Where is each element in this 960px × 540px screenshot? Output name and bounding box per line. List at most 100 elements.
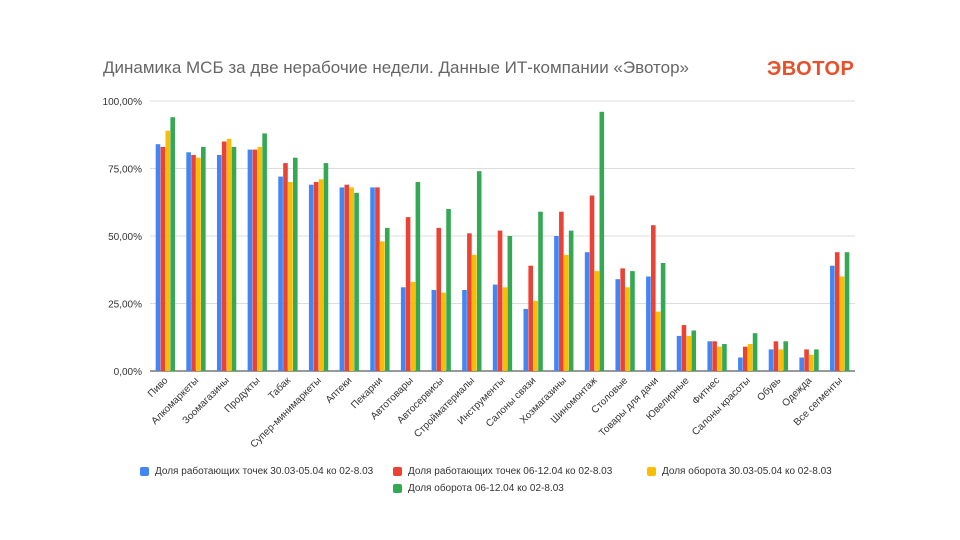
bar [768, 349, 774, 371]
bar [599, 111, 605, 372]
bar [165, 130, 171, 371]
bar [554, 236, 559, 371]
bar [528, 265, 533, 371]
bar [262, 133, 267, 371]
x-tick-label: Салоны красоты [690, 375, 753, 438]
bar [568, 230, 574, 371]
bar [288, 182, 293, 371]
bar [191, 155, 196, 371]
bar [231, 146, 237, 371]
bar [196, 157, 201, 371]
bar [747, 344, 753, 371]
legend-item: Доля оборота 30.03-05.04 ко 02-8.03 [647, 466, 832, 477]
legend-swatch [140, 467, 149, 476]
bar [752, 333, 758, 371]
legend-item: Доля работающих точек 30.03-05.04 ко 02-… [140, 466, 373, 477]
bar [318, 179, 324, 371]
bar [804, 349, 809, 371]
bar [717, 346, 722, 371]
bar [344, 184, 350, 371]
legend-label: Доля работающих точек 30.03-05.04 ко 02-… [155, 466, 374, 477]
bar [563, 254, 569, 371]
bar [339, 187, 345, 371]
bar [252, 149, 258, 371]
bar [615, 279, 621, 371]
bar [410, 281, 416, 371]
bar [773, 341, 779, 371]
bar [201, 146, 206, 371]
bar [834, 252, 840, 371]
legend-label: Доля оборота 06-12.04 ко 02-8.03 [408, 483, 564, 494]
bar [384, 227, 390, 371]
bar [380, 241, 385, 371]
bar [584, 252, 590, 371]
chart-title: Динамика МСБ за две нерабочие недели. Да… [103, 58, 689, 77]
bar [292, 157, 298, 371]
bar [830, 265, 835, 371]
bar [681, 325, 687, 371]
bar [799, 357, 804, 371]
bar [160, 146, 166, 371]
bar [467, 233, 472, 371]
bar [405, 217, 411, 371]
x-tick-label: Обувь [755, 375, 784, 404]
evotor-logo: ЭВОТОР [767, 58, 855, 80]
bar [155, 144, 161, 371]
bar [738, 357, 743, 371]
bar [809, 354, 814, 371]
bar [533, 300, 538, 371]
bar [538, 211, 543, 371]
x-tick-label: Пиво [146, 375, 171, 400]
bar [712, 341, 717, 371]
bar [559, 211, 564, 371]
bar [783, 341, 789, 371]
bar [620, 268, 625, 371]
bar [226, 138, 232, 371]
x-tick-label: Аптеки [324, 375, 354, 405]
bar [625, 287, 630, 371]
bar [308, 184, 314, 371]
bar [814, 349, 819, 371]
bar [283, 163, 288, 371]
bar [170, 117, 175, 371]
bar [247, 149, 253, 371]
bar [778, 349, 784, 371]
bar [497, 230, 503, 371]
bar [523, 308, 529, 371]
bar [839, 276, 845, 371]
bar [186, 152, 191, 371]
bar [313, 182, 319, 371]
legend-item: Доля оборота 06-12.04 ко 02-8.03 [393, 483, 564, 494]
bar [462, 290, 467, 371]
bar [354, 192, 359, 371]
bar [676, 335, 682, 371]
bar [594, 271, 600, 371]
legend-label: Доля оборота 30.03-05.04 ко 02-8.03 [662, 466, 832, 477]
bar [630, 271, 635, 371]
y-tick-label: 0,00% [114, 367, 142, 378]
legend-item: Доля работающих точек 06-12.04 ко 02-8.0… [393, 466, 612, 477]
bar [589, 195, 595, 371]
bar [691, 330, 697, 371]
y-tick-label: 100,00% [103, 97, 143, 108]
bar [431, 290, 437, 371]
bar [415, 182, 421, 371]
bar [472, 254, 477, 371]
bar [436, 227, 442, 371]
bar [349, 187, 354, 371]
legend-label: Доля работающих точек 06-12.04 ко 02-8.0… [408, 466, 613, 477]
legend-swatch [393, 467, 402, 476]
bar [221, 141, 227, 371]
legend-swatch [647, 467, 656, 476]
bar [844, 252, 850, 371]
bar [742, 346, 748, 371]
bar [370, 187, 375, 371]
bar [400, 287, 406, 371]
bar [722, 344, 727, 371]
x-tick-label: Табак [266, 374, 294, 402]
legend-swatch [393, 484, 402, 493]
bar [257, 146, 263, 371]
bar [446, 209, 451, 371]
